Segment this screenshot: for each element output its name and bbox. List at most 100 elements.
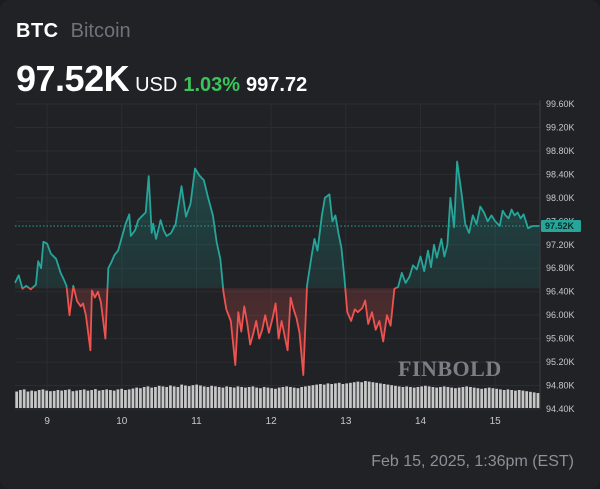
volume-bar <box>307 385 311 408</box>
y-axis: 94.40K 94.80K 95.20K 95.60K 96.00K 96.40K 96.8… <box>539 99 575 414</box>
price-line-up <box>14 160 540 289</box>
volume-bar <box>116 389 120 408</box>
volume-bar <box>431 387 435 408</box>
y-tick-label: 98.40K <box>546 169 575 179</box>
volume-bar <box>484 388 487 408</box>
volume-bar <box>30 390 34 408</box>
volume-bar <box>427 386 431 408</box>
x-tick-label: 13 <box>340 416 352 427</box>
y-tick-label: 97.20K <box>546 240 575 250</box>
volume-bar <box>330 384 334 408</box>
change-percent: 1.03% <box>183 74 241 96</box>
volume-bar <box>146 386 150 408</box>
volume-bar <box>45 390 49 408</box>
price-chart[interactable]: FINBOLD 94.40K 94.80K 95.20K 95.60K 96.00K 96… <box>0 90 600 435</box>
volume-bar <box>79 390 82 408</box>
volume-bar <box>274 388 277 408</box>
volume-bar <box>221 387 225 408</box>
y-tick-label: 94.40K <box>546 404 575 414</box>
volume-bar <box>514 390 517 408</box>
volume-bar <box>525 391 529 408</box>
volume-bar <box>364 381 367 408</box>
volume-bar <box>446 387 450 408</box>
volume-bar <box>536 393 540 408</box>
volume-bar <box>379 383 382 408</box>
volume-bar <box>165 387 169 408</box>
x-tick-label: 11 <box>191 416 202 427</box>
volume-bar <box>37 390 41 408</box>
volume-bar <box>517 390 521 408</box>
volume-bar <box>371 382 375 408</box>
change-absolute: 997.72 <box>246 74 308 96</box>
coin-name: Bitcoin <box>70 20 131 42</box>
volume-bar <box>86 390 90 408</box>
x-tick-label: 15 <box>490 416 502 427</box>
y-tick-label: 95.20K <box>546 357 575 367</box>
volume-bar <box>142 387 146 408</box>
volume-bar <box>187 386 191 408</box>
volume-bar <box>195 384 199 408</box>
y-tick-label: 99.60K <box>546 99 575 109</box>
volume-bar <box>157 385 161 408</box>
volume-bar <box>202 386 206 408</box>
volume-bar <box>184 385 187 408</box>
y-tick-label: 94.80K <box>546 381 575 391</box>
y-tick-label: 99.20K <box>546 122 575 132</box>
volume-bar <box>259 388 262 408</box>
volume-bar <box>502 390 506 408</box>
volume-bar <box>375 382 379 408</box>
price-tag-label: 97.52K <box>545 221 575 231</box>
volume-bar <box>401 387 405 408</box>
volume-bar <box>19 390 22 408</box>
volume-bar <box>356 381 360 408</box>
y-tick-label: 95.60K <box>546 334 575 344</box>
y-tick-label: 96.00K <box>546 310 575 320</box>
volume-bar <box>56 390 60 408</box>
volume-bar <box>349 382 352 408</box>
x-tick-label: 12 <box>266 416 278 427</box>
volume-bar <box>67 389 71 408</box>
volume-bar <box>154 387 157 408</box>
coin-header: BTC Bitcoin <box>16 20 131 43</box>
volume-bar <box>135 387 139 408</box>
volume-bar <box>34 391 37 408</box>
volume-bar <box>251 386 255 408</box>
volume-bar <box>266 387 270 408</box>
volume-bar <box>285 386 289 408</box>
current-price: 97.52K <box>16 58 130 99</box>
volume-bar <box>292 387 296 408</box>
volume-bar <box>236 386 240 408</box>
volume-bar <box>416 387 420 408</box>
volume-bar <box>169 385 172 408</box>
volume-bar <box>124 390 127 408</box>
volume-bar <box>435 387 439 408</box>
volume-bar <box>120 388 124 408</box>
volume-bar <box>244 387 247 408</box>
volume-bar <box>52 390 56 408</box>
volume-bar <box>304 386 307 408</box>
timestamp: Feb 15, 2025, 1:36pm (EST) <box>371 453 574 470</box>
volume-bar <box>26 391 30 408</box>
volume-bar <box>206 387 210 408</box>
price-line <box>14 160 540 376</box>
volume-bar <box>345 383 349 408</box>
volume-bar <box>495 388 499 408</box>
volume-bar <box>109 390 112 408</box>
volume-bar <box>476 388 480 408</box>
volume-bar <box>112 390 116 408</box>
volume-bar <box>262 387 266 408</box>
volume-bar <box>217 387 221 408</box>
volume-bar <box>319 384 322 408</box>
x-axis: 9 10 11 12 13 14 15 <box>44 416 501 427</box>
volume-bar <box>131 388 135 408</box>
volume-bar <box>420 386 424 408</box>
x-tick-label: 9 <box>44 416 50 427</box>
volume-bar <box>97 390 101 408</box>
volume-bar <box>442 386 446 408</box>
volume-bar <box>311 385 315 408</box>
volume-bar <box>232 387 236 408</box>
volume-bar <box>480 388 484 408</box>
volume-bar <box>521 390 525 408</box>
volume-bar <box>229 387 232 408</box>
volume-bar <box>247 387 251 408</box>
